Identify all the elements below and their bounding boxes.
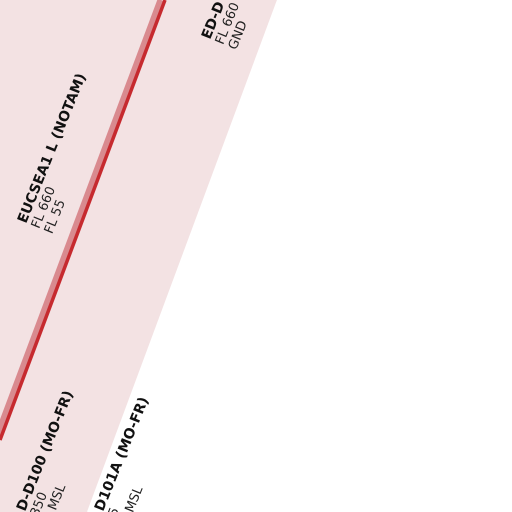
area-boundary bbox=[87, 0, 279, 512]
lower-limit: MSL bbox=[123, 484, 147, 512]
restricted-area bbox=[0, 0, 278, 512]
notam-boundary-halo bbox=[0, 0, 165, 440]
notam-boundary bbox=[0, 0, 167, 441]
upper-limit: 5 bbox=[106, 505, 123, 512]
area-label: ED-D FL 660 GND bbox=[199, 0, 251, 52]
